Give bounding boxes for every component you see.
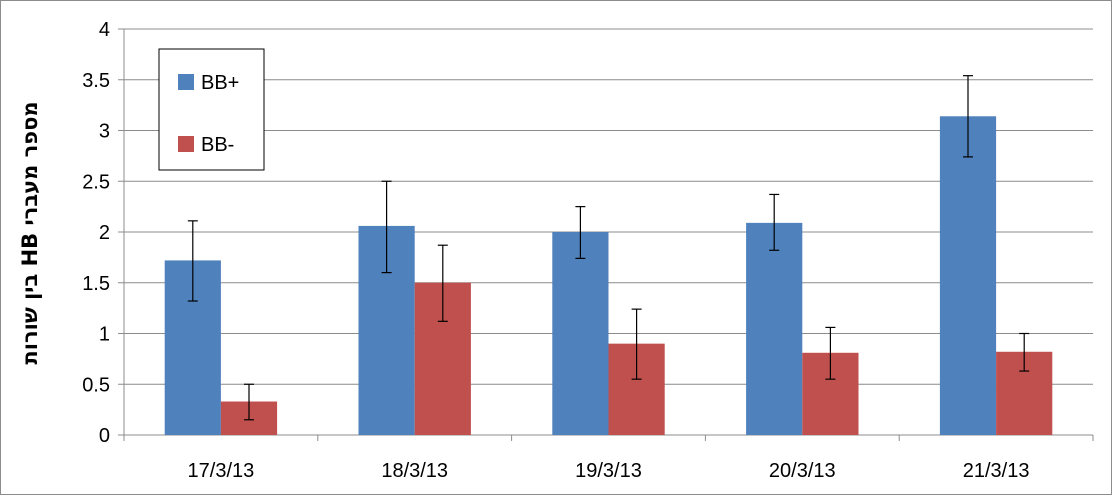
legend-label-bb-plus: BB+ <box>201 72 239 94</box>
y-tick-label: 2 <box>99 222 110 244</box>
bar-bb-plus <box>939 116 997 435</box>
legend-box <box>158 48 265 171</box>
legend-swatch-bb-plus <box>178 74 194 90</box>
x-tick-label: 18/3/13 <box>381 460 448 482</box>
y-tick-label: 3 <box>99 121 110 143</box>
y-tick-label: 2.5 <box>82 171 110 193</box>
tick-labels: 0 0.5 1 1.5 2 2.5 3 3.5 4 17/3/13 18/3/13 19/3/13 20… <box>82 19 1029 482</box>
x-tick-label: 17/3/13 <box>188 460 255 482</box>
bar-bb-plus <box>746 222 803 435</box>
legend: BB+ BB- <box>158 48 265 171</box>
y-tick-label: 4 <box>99 19 110 41</box>
legend-swatch-bb-minus <box>178 136 194 152</box>
legend-label-bb-minus: BB- <box>201 134 234 156</box>
bar-bb-plus <box>552 232 609 435</box>
x-tick-label: 21/3/13 <box>963 460 1030 482</box>
x-tick-label: 19/3/13 <box>575 460 642 482</box>
y-tick-label: 0.5 <box>82 374 110 396</box>
error-bars <box>187 75 1030 421</box>
y-axis-title: מספר מעברי HB בין שורות <box>18 101 42 364</box>
y-tick-label: 0 <box>99 425 110 447</box>
x-tick-label: 20/3/13 <box>769 460 836 482</box>
y-tick-label: 3.5 <box>82 70 110 92</box>
y-tick-label: 1.5 <box>82 273 110 295</box>
bars <box>164 116 1053 435</box>
y-tick-label: 1 <box>99 324 110 346</box>
